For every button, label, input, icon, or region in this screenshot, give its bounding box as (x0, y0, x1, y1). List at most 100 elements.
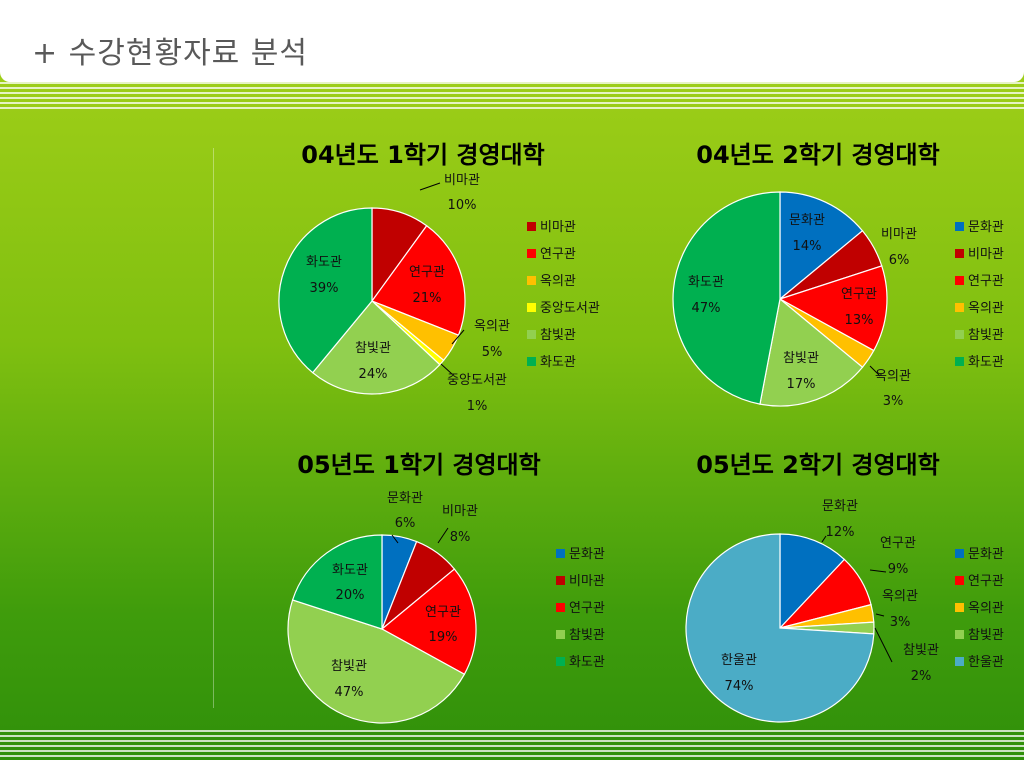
legend-entry: 옥의관 (968, 601, 1004, 616)
leader-line (869, 365, 881, 377)
data-label-category: 비마관 (444, 173, 480, 188)
footer-strip (0, 760, 1024, 768)
chart-title: 05년도 1학기 경영대학 (297, 451, 540, 479)
leader-line (875, 613, 885, 617)
pie-slice-참빛관 (759, 297, 864, 407)
pie-slice-화도관 (278, 207, 373, 374)
pie-slice-참빛관 (287, 599, 466, 724)
legend-entry: 화도관 (569, 655, 605, 670)
legend-swatch (556, 549, 565, 558)
pie-slice-연구관 (778, 265, 888, 352)
pie-slice-화도관 (672, 191, 781, 405)
leader-line (391, 534, 399, 544)
data-label-value: 13% (845, 313, 874, 328)
data-label-category: 참빛관 (355, 341, 391, 356)
data-label-category: 옥의관 (474, 319, 510, 334)
leader-line (440, 363, 453, 375)
data-label-category: 연구관 (880, 536, 916, 551)
legend-swatch (527, 222, 536, 231)
legend-swatch (955, 276, 964, 285)
data-label-value: 39% (310, 281, 339, 296)
data-label-category: 화도관 (332, 563, 368, 578)
data-label-value: 47% (692, 301, 721, 316)
data-label-value: 6% (395, 516, 416, 531)
legend-entry: 옥의관 (540, 274, 576, 289)
legend-swatch (527, 276, 536, 285)
data-label-value: 24% (359, 367, 388, 382)
data-label-value: 17% (787, 377, 816, 392)
data-label-category: 참빛관 (331, 659, 367, 674)
data-label-category: 참빛관 (783, 351, 819, 366)
legend-entry: 연구관 (569, 601, 605, 616)
legend-entry: 옥의관 (968, 301, 1004, 316)
leader-line (451, 329, 465, 345)
leader-line (419, 182, 441, 191)
legend-swatch (556, 657, 565, 666)
pie-slice-문화관 (779, 533, 846, 630)
data-label-category: 문화관 (789, 213, 825, 228)
pie-slice-연구관 (380, 568, 477, 676)
chart-title: 04년도 2학기 경영대학 (696, 141, 939, 169)
legend-swatch (955, 357, 964, 366)
legend-swatch (527, 249, 536, 258)
pie-slice-연구관 (371, 224, 466, 337)
data-label-category: 옥의관 (875, 369, 911, 384)
legend-entry: 참빛관 (569, 628, 605, 643)
legend-entry: 연구관 (968, 574, 1004, 589)
legend-entry: 참빛관 (968, 328, 1004, 343)
data-label-category: 화도관 (306, 255, 342, 270)
data-label-value: 19% (429, 630, 458, 645)
data-label-value: 14% (793, 239, 822, 254)
chart-title: 04년도 1학기 경영대학 (301, 141, 544, 169)
data-label-value: 47% (335, 685, 364, 700)
slide-header: + 수강현황자료 분석 (0, 6, 1024, 82)
legend-swatch (955, 657, 964, 666)
leader-line (821, 535, 827, 543)
data-label-value: 74% (725, 679, 754, 694)
legend-swatch (556, 603, 565, 612)
legend-entry: 연구관 (968, 274, 1004, 289)
legend-entry: 한울관 (968, 655, 1004, 670)
data-label-value: 1% (467, 399, 488, 414)
data-label-category: 옥의관 (882, 589, 918, 604)
legend-entry: 연구관 (540, 247, 576, 262)
divider-line (213, 148, 214, 708)
legend-entry: 비마관 (569, 574, 605, 589)
data-label-category: 중앙도서관 (447, 373, 507, 388)
pie-slice-참빛관 (311, 300, 441, 395)
pie-slice-화도관 (291, 534, 383, 630)
data-label-value: 21% (413, 291, 442, 306)
legend-swatch (955, 549, 964, 558)
data-label-value: 8% (450, 530, 471, 545)
data-label-value: 10% (448, 198, 477, 213)
data-label-category: 비마관 (442, 504, 478, 519)
legend-swatch (955, 222, 964, 231)
leader-line (869, 569, 887, 573)
chart-title: 05년도 2학기 경영대학 (696, 451, 939, 479)
legend-swatch (556, 630, 565, 639)
legend-entry: 문화관 (968, 220, 1004, 235)
header-stripes (0, 82, 1024, 112)
legend-swatch (556, 576, 565, 585)
legend-entry: 비마관 (540, 220, 576, 235)
data-label-category: 한울관 (721, 653, 757, 668)
legend-entry: 화도관 (968, 355, 1004, 370)
legend-swatch (955, 249, 964, 258)
data-label-category: 문화관 (822, 499, 858, 514)
leader-line (437, 527, 449, 544)
legend-swatch (527, 330, 536, 339)
legend-entry: 화도관 (540, 355, 576, 370)
data-label-value: 9% (888, 562, 909, 577)
legend-entry: 문화관 (968, 547, 1004, 562)
data-label-category: 화도관 (688, 275, 724, 290)
legend-entry: 참빛관 (968, 628, 1004, 643)
data-label-value: 12% (826, 525, 855, 540)
data-label-value: 3% (883, 394, 904, 409)
legend-swatch (527, 303, 536, 312)
legend-entry: 문화관 (569, 547, 605, 562)
legend-swatch (955, 576, 964, 585)
